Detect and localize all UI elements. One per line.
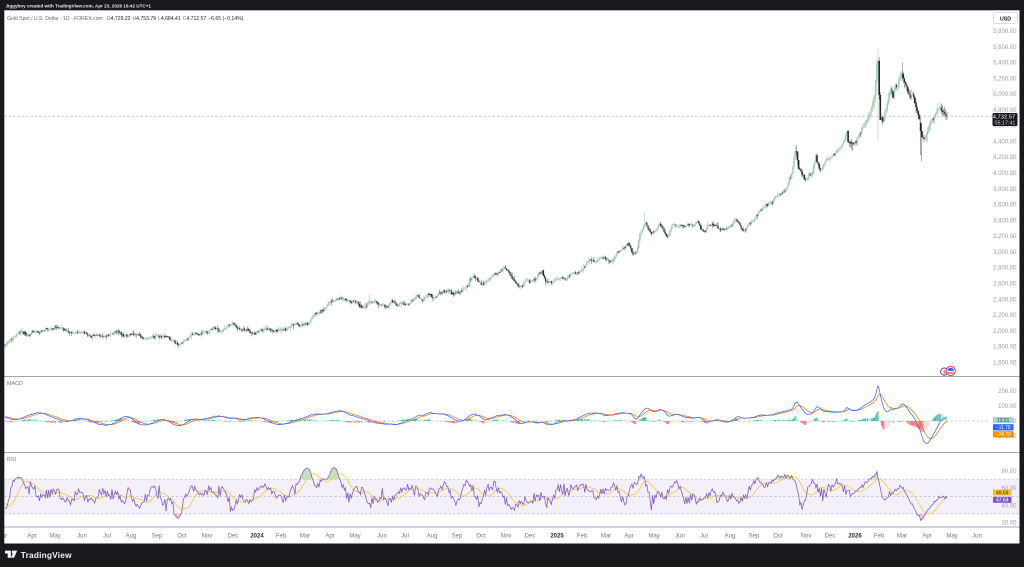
svg-text:100.00: 100.00 [998, 404, 1017, 410]
svg-text:Jul: Jul [103, 534, 111, 540]
svg-text:Dec: Dec [525, 534, 536, 540]
svg-text:Mar: Mar [897, 534, 907, 540]
svg-text:2024: 2024 [250, 534, 264, 540]
svg-text:Nov: Nov [202, 534, 213, 540]
svg-text:2,400.00: 2,400.00 [993, 297, 1017, 303]
svg-text:May: May [946, 534, 957, 540]
svg-text:Oct: Oct [773, 534, 783, 540]
svg-text:Dec: Dec [228, 534, 239, 540]
svg-text:5,200.00: 5,200.00 [993, 76, 1017, 82]
svg-text:5,800.00: 5,800.00 [993, 29, 1017, 35]
svg-text:Jiggyboy created with TradingV: Jiggyboy created with TradingView.com, A… [6, 3, 152, 8]
svg-text:49.69: 49.69 [996, 490, 1009, 496]
svg-text:2026: 2026 [848, 534, 862, 540]
svg-text:2025: 2025 [550, 534, 564, 540]
svg-text:Jul: Jul [401, 534, 409, 540]
svg-text:Oct: Oct [476, 534, 486, 540]
svg-text:3,200.00: 3,200.00 [993, 234, 1017, 240]
svg-text:Apr: Apr [624, 534, 633, 540]
svg-text:47.64: 47.64 [996, 498, 1009, 504]
svg-text:2,800.00: 2,800.00 [993, 266, 1017, 272]
svg-text:TradingView: TradingView [21, 550, 72, 560]
svg-text:−11.70: −11.70 [996, 425, 1011, 431]
svg-text:13.01: 13.01 [997, 418, 1010, 424]
svg-text:3,000.00: 3,000.00 [993, 250, 1017, 256]
svg-text:5,600.00: 5,600.00 [993, 45, 1017, 51]
svg-text:Jun: Jun [377, 534, 387, 540]
svg-text:1,600.00: 1,600.00 [993, 360, 1017, 366]
svg-text:2,600.00: 2,600.00 [993, 282, 1017, 288]
svg-text:May: May [648, 534, 659, 540]
svg-text:Jul: Jul [700, 534, 708, 540]
svg-text:$: $ [943, 370, 946, 375]
svg-text:Oct: Oct [177, 534, 187, 540]
svg-text:Apr: Apr [325, 534, 334, 540]
svg-text:Feb: Feb [874, 534, 885, 540]
svg-text:USD: USD [1000, 16, 1011, 22]
svg-text:3,400.00: 3,400.00 [993, 218, 1017, 224]
svg-text:200.00: 200.00 [998, 389, 1017, 395]
svg-text:2,200.00: 2,200.00 [993, 313, 1017, 319]
svg-text:Apr: Apr [922, 534, 931, 540]
svg-text:May: May [349, 534, 360, 540]
svg-text:5,400.00: 5,400.00 [993, 61, 1017, 67]
svg-text:4,400.00: 4,400.00 [993, 140, 1017, 146]
svg-text:4,000.00: 4,000.00 [993, 171, 1017, 177]
svg-text:60.00: 60.00 [1001, 486, 1017, 492]
svg-text:Sep: Sep [152, 534, 163, 540]
svg-text:05:17:41: 05:17:41 [995, 121, 1016, 127]
svg-text:Jun: Jun [77, 534, 87, 540]
svg-text:20.00: 20.00 [1001, 521, 1017, 527]
svg-text:Jun: Jun [972, 534, 982, 540]
svg-text:3,800.00: 3,800.00 [993, 187, 1017, 193]
svg-text:80.00: 80.00 [1001, 469, 1017, 475]
svg-text:Feb: Feb [577, 534, 588, 540]
svg-text:Sep: Sep [452, 534, 463, 540]
svg-text:5,000.00: 5,000.00 [993, 92, 1017, 98]
svg-text:Mar: Mar [601, 534, 611, 540]
svg-text:4,800.00: 4,800.00 [993, 108, 1017, 114]
svg-text:2,000.00: 2,000.00 [993, 329, 1017, 335]
svg-text:Dec: Dec [825, 534, 836, 540]
svg-text:MACD: MACD [7, 381, 23, 387]
svg-text:−24.70: −24.70 [995, 432, 1011, 438]
svg-text:4,732.57: 4,732.57 [993, 115, 1016, 121]
svg-text:RSI: RSI [7, 457, 16, 463]
svg-text:Aug: Aug [725, 534, 736, 540]
svg-text:Nov: Nov [501, 534, 512, 540]
svg-text:Nov: Nov [801, 534, 812, 540]
svg-text:Feb: Feb [276, 534, 287, 540]
svg-text:4,200.00: 4,200.00 [993, 155, 1017, 161]
svg-text:1,800.00: 1,800.00 [993, 345, 1017, 351]
svg-text:Apr: Apr [27, 534, 36, 540]
svg-text:May: May [49, 534, 60, 540]
svg-text:Aug: Aug [126, 534, 137, 540]
svg-text:Jun: Jun [675, 534, 685, 540]
svg-text:40.00: 40.00 [1001, 503, 1017, 509]
svg-text:4,600.00: 4,600.00 [993, 124, 1017, 130]
svg-text:Gold Spot / U.S. Dollar · 1D ·: Gold Spot / U.S. Dollar · 1D · FOREX.com… [7, 16, 244, 22]
svg-text:Mar: Mar [300, 534, 310, 540]
svg-text:Sep: Sep [749, 534, 760, 540]
svg-text:3,600.00: 3,600.00 [993, 203, 1017, 209]
svg-text:Aug: Aug [427, 534, 438, 540]
